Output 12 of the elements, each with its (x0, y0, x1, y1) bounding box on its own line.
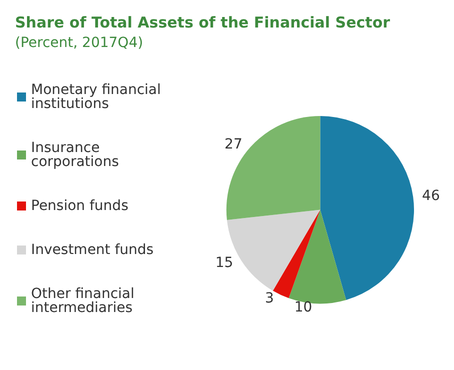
data-label: 15 (215, 255, 234, 272)
legend-label: Investment funds (31, 242, 154, 258)
data-label: 46 (422, 188, 440, 204)
chart-title: Share of Total Assets of the Financial Sector (15, 14, 391, 32)
legend-label: Other financial intermediaries (31, 286, 139, 316)
data-label: 3 (265, 290, 274, 306)
data-label: 27 (224, 136, 242, 152)
chart-subtitle: (Percent, 2017Q4) (15, 35, 144, 51)
legend-label: Monetary financial institutions (31, 82, 166, 112)
legend-label: Insurance corporations (31, 140, 119, 170)
legend-label: Pension funds (31, 198, 128, 214)
data-label: 10 (294, 300, 312, 316)
